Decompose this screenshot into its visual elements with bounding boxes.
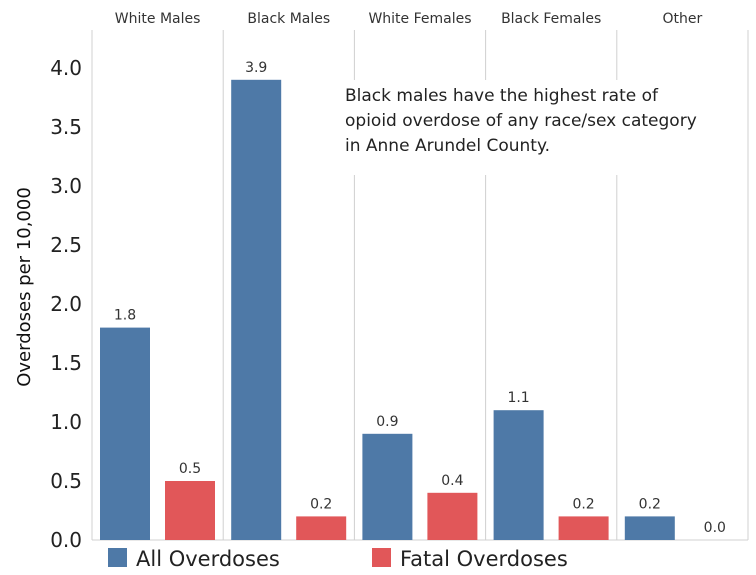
y-tick-label: 3.0 [50, 174, 82, 198]
y-tick-label: 1.5 [50, 351, 82, 375]
y-tick-label: 1.0 [50, 410, 82, 434]
y-tick-label: 0.5 [50, 469, 82, 493]
data-label: 0.2 [639, 496, 661, 512]
bar [296, 516, 347, 540]
bar [493, 410, 544, 540]
category-label: Other [663, 11, 703, 27]
y-axis-label: Overdoses per 10,000 [14, 187, 35, 387]
category-label: Black Females [501, 11, 601, 27]
bar [362, 433, 413, 540]
annotation: Black males have the highest rate of opio… [345, 86, 697, 156]
legend: All Overdoses Fatal Overdoses [108, 547, 568, 571]
y-tick-label: 2.0 [50, 292, 82, 316]
category-label: Black Males [247, 11, 330, 27]
legend-swatch [108, 548, 127, 567]
data-label: 0.4 [441, 473, 463, 489]
category-label: White Females [368, 11, 471, 27]
data-label: 1.8 [114, 308, 136, 324]
y-tick-label: 4.0 [50, 56, 82, 80]
data-label: 0.2 [310, 496, 332, 512]
bar [624, 516, 675, 540]
data-label: 0.2 [572, 496, 594, 512]
data-label: 0.9 [376, 414, 398, 430]
bars: 1.8 3.9 0.9 1.1 0.2 0.5 0.2 0.4 0.2 0.0 [100, 60, 726, 541]
annotation-line: in Anne Arundel County. [345, 136, 550, 156]
bar [427, 492, 478, 540]
legend-label: Fatal Overdoses [400, 547, 568, 571]
data-label: 1.1 [507, 390, 529, 406]
bar [100, 327, 150, 540]
data-label: 3.9 [245, 60, 267, 76]
category-headers: White Males Black Males White Females Black… [115, 11, 703, 27]
bar [165, 481, 215, 540]
legend-label: All Overdoses [136, 547, 280, 571]
data-label: 0.0 [704, 520, 726, 536]
legend-swatch [372, 548, 391, 567]
y-tick-label: 2.5 [50, 233, 82, 257]
y-axis: 0.0 0.5 1.0 1.5 2.0 2.5 3.0 3.5 4.0 [50, 56, 82, 552]
bar [558, 516, 609, 540]
y-tick-label: 3.5 [50, 115, 82, 139]
data-label: 0.5 [179, 461, 201, 477]
annotation-line: opioid overdose of any race/sex category [345, 111, 697, 131]
y-tick-label: 0.0 [50, 528, 82, 552]
bar [231, 79, 282, 541]
category-label: White Males [115, 11, 201, 27]
annotation-line: Black males have the highest rate of [345, 86, 659, 106]
